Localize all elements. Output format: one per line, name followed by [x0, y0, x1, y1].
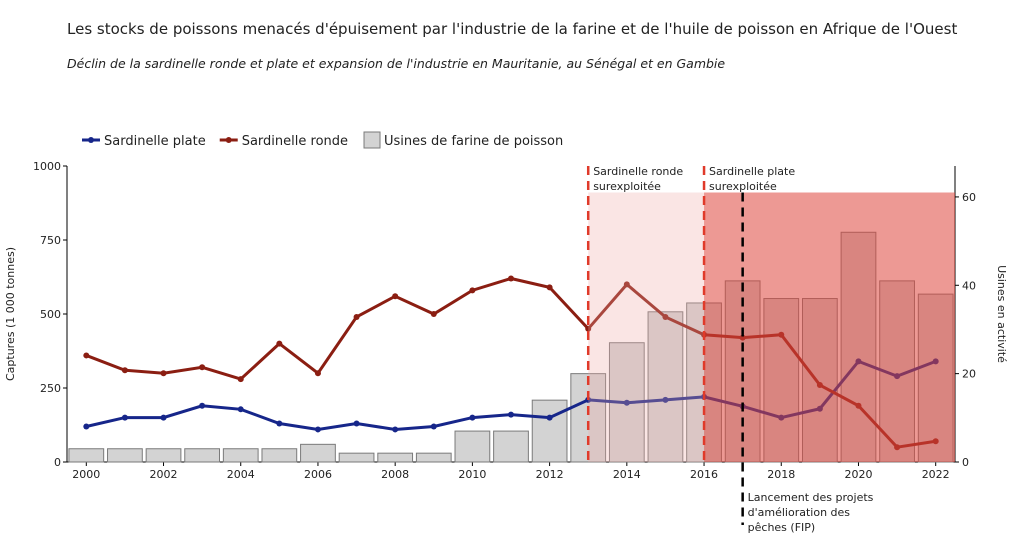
- point: [353, 313, 360, 320]
- y-tick-label: 500: [40, 308, 61, 321]
- y2-tick-label: 40: [962, 279, 976, 292]
- point: [662, 396, 669, 403]
- point: [662, 313, 669, 320]
- point: [469, 287, 476, 294]
- bar: [184, 448, 221, 463]
- y-tick-label: 750: [40, 234, 61, 247]
- legend-label: Sardinelle plate: [104, 134, 206, 149]
- chart-subtitle: Déclin de la sardinelle ronde et plate e…: [67, 56, 725, 71]
- point: [160, 370, 167, 377]
- annotation-text: Sardinelle ronde: [593, 165, 683, 178]
- point: [353, 420, 360, 427]
- bar: [68, 448, 105, 463]
- point: [392, 293, 399, 300]
- point: [623, 399, 630, 406]
- point: [546, 414, 553, 421]
- point: [508, 411, 514, 418]
- x-tick-label: 2010: [458, 468, 486, 481]
- annotation-text: surexploitée: [593, 180, 661, 193]
- x-tick-label: 2012: [536, 468, 564, 481]
- point: [314, 370, 321, 377]
- point: [314, 426, 321, 433]
- point: [585, 325, 592, 332]
- point: [392, 426, 399, 433]
- point: [276, 340, 283, 347]
- y-tick-label: 250: [40, 382, 61, 395]
- bar: [338, 452, 375, 463]
- x-tick-label: 2006: [304, 468, 332, 481]
- y-axis-label: Captures (1 000 tonnes): [4, 247, 17, 381]
- y2-tick-label: 60: [962, 191, 976, 204]
- x-tick-label: 2016: [690, 468, 718, 481]
- point: [623, 281, 630, 288]
- bar: [377, 452, 414, 463]
- legend-swatch: [88, 137, 94, 143]
- bar: [222, 448, 259, 463]
- bar: [261, 448, 298, 463]
- x-tick-label: 2008: [381, 468, 409, 481]
- shaded-region: [588, 192, 705, 463]
- bar: [531, 399, 568, 463]
- y-tick-label: 1000: [33, 160, 61, 173]
- legend-label: Usines de farine de poisson: [384, 134, 563, 149]
- point: [121, 367, 128, 374]
- point: [160, 414, 167, 421]
- y-tick-label: 0: [54, 456, 61, 469]
- x-tick-label: 2000: [72, 468, 100, 481]
- x-tick-label: 2018: [767, 468, 795, 481]
- y2-tick-label: 20: [962, 368, 976, 381]
- annotation-text: Lancement des projets: [748, 491, 874, 504]
- point: [199, 364, 206, 371]
- bar: [415, 452, 452, 463]
- bar: [493, 430, 529, 463]
- point: [237, 376, 244, 383]
- bar: [300, 443, 336, 463]
- legend-swatch: [363, 131, 381, 149]
- bar: [647, 311, 684, 463]
- chart-title: Les stocks de poissons menacés d'épuisem…: [67, 20, 957, 38]
- x-tick-label: 2002: [150, 468, 178, 481]
- point: [430, 311, 437, 317]
- point: [199, 402, 206, 409]
- point: [430, 423, 437, 430]
- point: [469, 414, 476, 421]
- x-tick-label: 2004: [227, 468, 255, 481]
- shaded-region: [704, 192, 955, 463]
- legend-label: Sardinelle ronde: [242, 134, 348, 149]
- annotation-text: pêches (FIP): [748, 521, 816, 534]
- point: [121, 414, 128, 421]
- point: [83, 352, 90, 359]
- point: [237, 406, 244, 413]
- point: [546, 284, 553, 291]
- x-tick-label: 2014: [613, 468, 641, 481]
- annotation-text: surexploitée: [709, 180, 777, 193]
- point: [276, 420, 283, 427]
- x-tick-label: 2020: [844, 468, 872, 481]
- bar: [570, 373, 607, 463]
- point: [83, 423, 90, 430]
- x-tick-label: 2022: [922, 468, 950, 481]
- annotation-text: d'amélioration des: [748, 506, 851, 519]
- y2-tick-label: 0: [962, 456, 969, 469]
- bar: [454, 430, 491, 463]
- bar: [145, 448, 182, 463]
- legend-swatch: [225, 137, 232, 143]
- point: [508, 275, 514, 282]
- y2-axis-label: Usines en activité: [995, 265, 1008, 363]
- bar: [107, 448, 143, 463]
- annotation-text: Sardinelle plate: [709, 165, 795, 178]
